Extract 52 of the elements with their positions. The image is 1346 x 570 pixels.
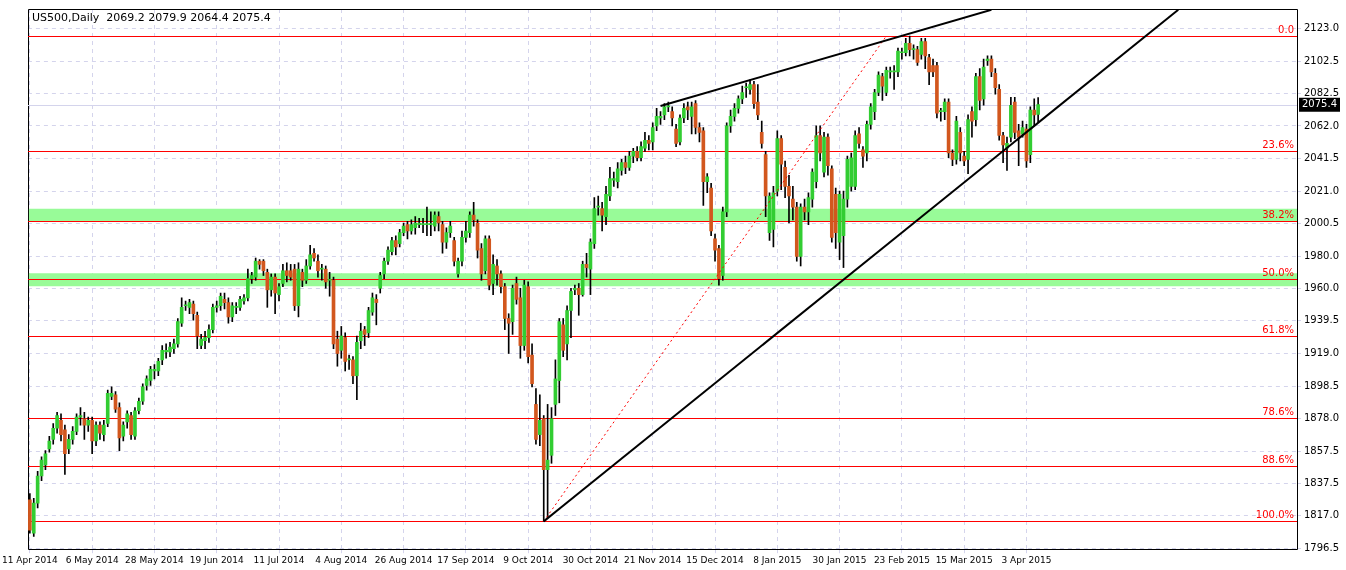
y-tick-label: 1817.0 [1304,509,1340,521]
x-tick-label: 30 Oct 2014 [562,554,619,565]
x-tick-label: 28 May 2014 [125,554,185,565]
annotation: 78.6% [1262,405,1295,417]
annotation: 0.0 [1278,23,1295,35]
y-tick-label: 1919.0 [1304,347,1340,359]
y-tick-label: 2102.5 [1304,55,1340,67]
y-tick-label: 2000.5 [1304,217,1340,229]
x-tick-label: 15 Dec 2014 [686,554,745,565]
candlestick [576,283,581,316]
chart-title: US500,Daily 2069.2 2079.9 2064.4 2075.4 [31,11,271,25]
candlestick [417,217,421,229]
x-tick-label: 15 Mar 2015 [935,554,993,565]
annotation: 61.8% [1262,323,1295,335]
x-tick-label: 3 Apr 2015 [1001,554,1052,565]
y-tick-label: 2123.0 [1304,22,1340,34]
y-tick-label: 1898.5 [1304,379,1340,391]
y-tick-label: 2041.5 [1304,152,1340,164]
annotation: 100.0% [1255,508,1295,520]
x-tick-label: 11 Apr 2014 [2,554,58,565]
x-tick-label: 17 Sep 2014 [437,554,495,565]
annotation: 88.6% [1262,453,1295,465]
y-tick-label: 1796.5 [1304,542,1340,553]
y-tick-label: 2082.5 [1304,86,1340,98]
y-tick-label: 1960.0 [1304,281,1340,293]
candlestick [705,173,710,194]
x-tick-label: 8 Jan 2015 [753,554,802,565]
y-tick-label: 1837.5 [1304,476,1340,488]
y-tick-label: 2062.0 [1304,119,1340,131]
candlestick [421,217,425,233]
x-tick-label: 11 Jul 2014 [253,554,305,565]
candlestick [164,343,168,359]
annotation: 50.0% [1262,266,1295,278]
x-tick-label: 9 Oct 2014 [503,554,554,565]
annotation: 23.6% [1262,138,1295,150]
y-tick-label: 1939.5 [1304,314,1340,326]
candlestick [429,211,433,237]
annotation: 38.2% [1262,208,1295,220]
x-tick-label: 21 Nov 2014 [623,554,682,565]
x-tick-label: 6 May 2014 [65,554,119,565]
y-tick-label: 1857.5 [1304,444,1340,456]
x-tick-label: 4 Aug 2014 [315,554,368,565]
candlestick [234,302,239,315]
ref-line-label: 2075.4 [1302,98,1338,110]
y-tick-label: 1878.0 [1304,412,1340,424]
x-tick-label: 30 Jan 2015 [812,554,867,565]
y-tick-label: 1980.0 [1304,250,1340,262]
y-tick-label: 2021.0 [1304,184,1340,196]
x-tick-label: 19 Jun 2014 [189,554,245,565]
x-tick-label: 26 Aug 2014 [374,554,433,565]
x-tick-label: 23 Feb 2015 [873,554,930,565]
candlestick [425,206,429,237]
